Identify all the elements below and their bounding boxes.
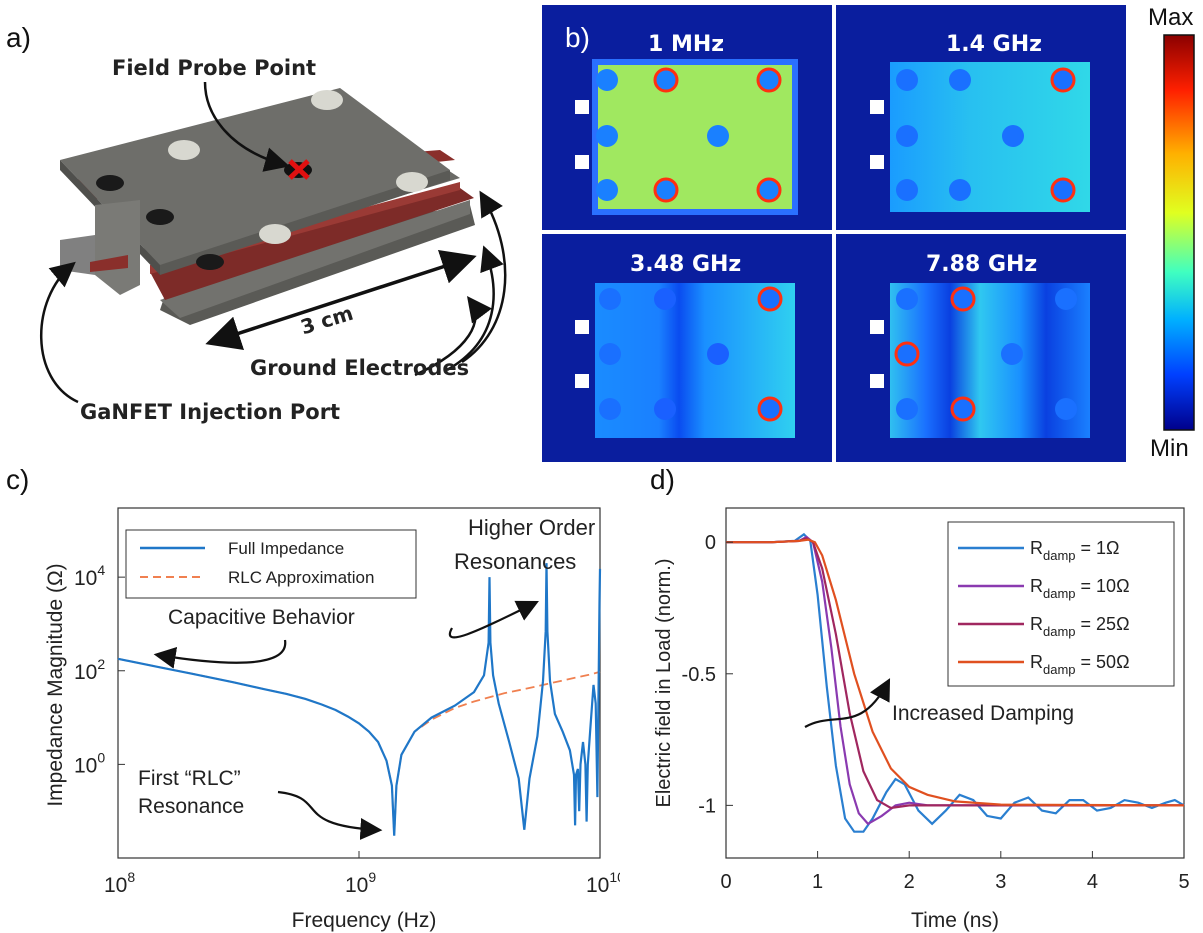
x-axis-label: Time (ns) bbox=[911, 909, 999, 932]
y-axis-label: Impedance Magnitude (Ω) bbox=[44, 563, 67, 806]
annotation-first-rlc-1: First “RLC” bbox=[138, 767, 241, 790]
annotation-first-rlc-2: Resonance bbox=[138, 795, 244, 818]
ground-electrodes-label: Ground Electrodes bbox=[250, 356, 470, 380]
legend: Full Impedance RLC Approximation bbox=[125, 529, 417, 599]
annotation-higher-order-1: Higher Order bbox=[468, 515, 595, 540]
ground-arrow bbox=[414, 295, 492, 377]
probe-marker-icon bbox=[288, 159, 310, 180]
map-title-1-4ghz: 1.4 GHz bbox=[946, 32, 1042, 57]
panel-d-label: d) bbox=[650, 464, 675, 495]
y-axis-label: Electric field in Load (norm.) bbox=[653, 559, 675, 808]
x-tick-label: 108 bbox=[104, 869, 135, 897]
annotation-capacitive: Capacitive Behavior bbox=[168, 606, 355, 629]
plate-hole bbox=[311, 90, 343, 110]
map-1-4ghz bbox=[870, 62, 1090, 212]
annotation-increased-damping: Increased Damping bbox=[892, 702, 1074, 725]
annotation-higher-order-2: Resonances bbox=[454, 549, 576, 574]
injection-port-bracket bbox=[60, 200, 140, 295]
panel-c-label: c) bbox=[6, 464, 30, 495]
field-map-panel bbox=[540, 0, 1195, 465]
plate-hole bbox=[396, 172, 428, 192]
map-1mhz bbox=[575, 59, 798, 215]
ground-arrow bbox=[461, 190, 507, 364]
probe-arrow bbox=[203, 81, 290, 172]
field-probe-label: Field Probe Point bbox=[112, 56, 317, 80]
map-title-3-48ghz: 3.48 GHz bbox=[630, 252, 742, 277]
series-line-rdamp-50 bbox=[726, 538, 1185, 807]
first-resonance-arrow bbox=[277, 790, 383, 840]
x-tick-label: 5 bbox=[1178, 871, 1189, 893]
higher-order-arrow bbox=[448, 600, 539, 639]
panel-b-label: b) bbox=[565, 22, 590, 53]
panel-a-label: a) bbox=[6, 22, 31, 53]
colorbar bbox=[1163, 34, 1195, 431]
plate-hole bbox=[168, 140, 200, 160]
dimension-arrow bbox=[205, 250, 477, 350]
impedance-chart: 108 109 1010 100 102 104 Full Impedance RLC A… bbox=[44, 507, 620, 932]
y-tick-label: 100 bbox=[74, 749, 105, 777]
series-line-full-impedance bbox=[117, 563, 602, 836]
map-7-88ghz bbox=[870, 283, 1090, 438]
capacitive-arrow bbox=[153, 639, 287, 669]
x-axis-label: Frequency (Hz) bbox=[292, 909, 437, 932]
x-tick-label: 1010 bbox=[586, 869, 620, 897]
port-arrow bbox=[40, 261, 79, 404]
map-title-7-88ghz: 7.88 GHz bbox=[926, 252, 1038, 277]
x-tick-label: 109 bbox=[345, 869, 376, 897]
y-tick-label: -0.5 bbox=[682, 664, 716, 686]
x-tick-label: 1 bbox=[812, 871, 823, 893]
x-tick-label: 0 bbox=[720, 871, 731, 893]
legend-label-rlc: RLC Approximation bbox=[228, 568, 374, 587]
map-3-48ghz bbox=[575, 283, 795, 438]
x-tick-label: 3 bbox=[995, 871, 1006, 893]
y-tick-label: 102 bbox=[74, 656, 105, 684]
series-line-rdamp-1 bbox=[726, 532, 1185, 833]
y-tick-label: -1 bbox=[698, 795, 716, 817]
injection-port-label: GaNFET Injection Port bbox=[80, 400, 341, 424]
colorbar-max-label: Max bbox=[1148, 4, 1194, 31]
plate-hole bbox=[259, 224, 291, 244]
colorbar-min-label: Min bbox=[1150, 435, 1189, 462]
legend-label-full: Full Impedance bbox=[228, 539, 344, 558]
electrode-stack-illustration bbox=[40, 81, 507, 404]
y-tick-label: 0 bbox=[705, 532, 716, 554]
damping-arrow bbox=[804, 678, 891, 728]
map-title-1mhz: 1 MHz bbox=[648, 32, 725, 57]
y-tick-label: 104 bbox=[74, 562, 105, 590]
x-tick-label: 2 bbox=[904, 871, 915, 893]
x-tick-label: 4 bbox=[1087, 871, 1098, 893]
